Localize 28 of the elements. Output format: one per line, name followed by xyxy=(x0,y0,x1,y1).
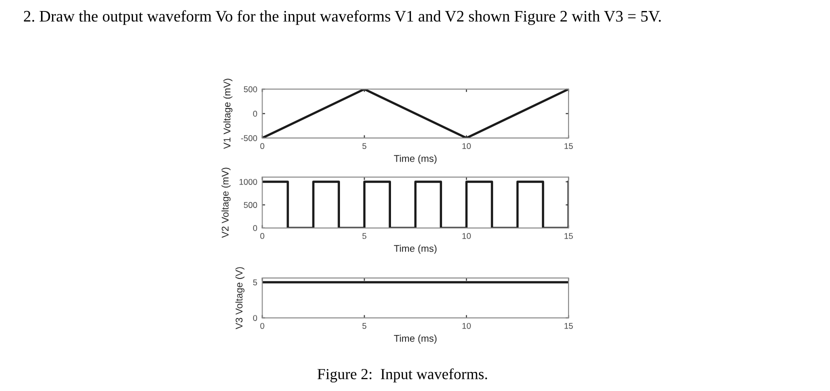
x-tick-label: 0 xyxy=(260,322,264,329)
x-tick-label: 15 xyxy=(564,323,573,329)
x-tick-label: 0 xyxy=(260,233,264,239)
x-tick-label: 15 xyxy=(564,143,573,150)
x-axis-title: Time (ms) xyxy=(394,244,436,254)
y-tick-label: 0 xyxy=(253,225,258,232)
y-axis-title: V2 Voltage (mV) xyxy=(221,168,231,238)
y-axis-title: V3 Voltage (V) xyxy=(235,267,244,330)
y-axis-title: V1 Voltage (mV) xyxy=(223,78,232,149)
x-tick-label: 10 xyxy=(462,233,471,239)
x-tick-label: 10 xyxy=(462,322,471,329)
y-tick-label: 500 xyxy=(244,202,258,208)
y-tick-label: 5 xyxy=(253,280,258,286)
y-tick-label: 0 xyxy=(253,315,258,321)
x-tick-label: 15 xyxy=(564,233,573,239)
y-tick-label: 0 xyxy=(253,110,258,117)
chart-title: 2. Draw the output waveform Vo for the input waveforms V1 and V2 shown Figure 2 with V3 = 5V. xyxy=(24,10,661,25)
x-tick-label: 5 xyxy=(362,323,366,329)
y-tick-label: -500 xyxy=(241,135,258,142)
x-tick-label: 5 xyxy=(362,143,366,150)
x-axis-title: Time (ms) xyxy=(394,334,436,344)
caption: Figure 2: Input waveforms. xyxy=(317,368,488,382)
y-tick-label: 1000 xyxy=(240,178,258,185)
x-tick-label: 0 xyxy=(260,143,264,150)
x-axis-title: Time (ms) xyxy=(394,154,436,164)
y-tick-label: 500 xyxy=(244,86,258,92)
x-tick-label: 10 xyxy=(462,143,471,150)
x-tick-label: 5 xyxy=(362,233,366,239)
